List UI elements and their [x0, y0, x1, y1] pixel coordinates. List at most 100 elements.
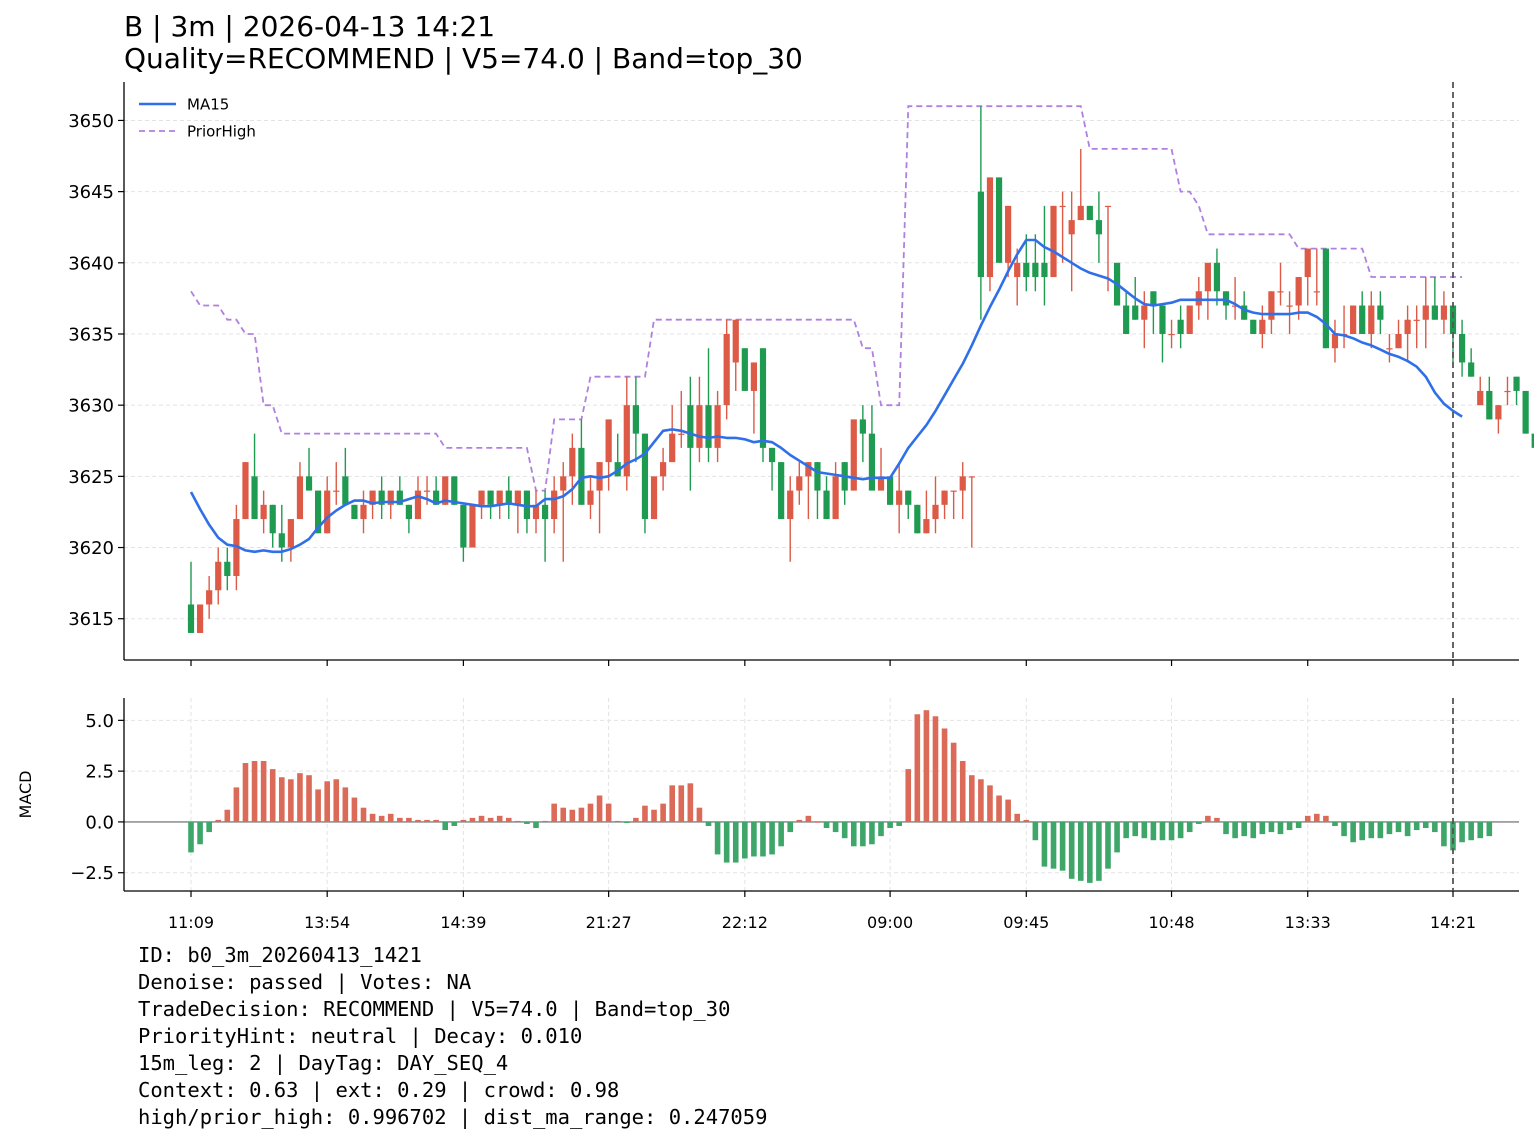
macd-bar	[1114, 821, 1120, 853]
candle	[650, 476, 658, 520]
macd-bar	[660, 803, 666, 822]
candle-body	[1168, 333, 1175, 336]
candle	[469, 504, 476, 548]
candle-body	[1195, 291, 1202, 306]
macd-bar	[1377, 821, 1384, 839]
macd-bar	[460, 819, 467, 822]
info-panel: ID: b0_3m_20260413_1421 Denoise: passed |…	[138, 942, 767, 1131]
candle	[206, 576, 213, 619]
candle-body	[251, 476, 258, 520]
candle	[1241, 291, 1248, 320]
candle	[1386, 333, 1393, 363]
candle-body	[1032, 262, 1039, 278]
macd-bar	[442, 821, 449, 831]
candle	[1286, 291, 1293, 334]
candle	[1222, 291, 1230, 320]
macd-bar	[333, 779, 340, 822]
candle-body	[405, 504, 412, 520]
candle	[1068, 191, 1075, 292]
macd-bar	[496, 815, 503, 822]
candle-body	[1513, 376, 1520, 391]
macd-bar	[387, 813, 394, 822]
candle	[196, 604, 204, 633]
price-grid	[124, 119, 1519, 620]
candle-body	[1186, 305, 1193, 334]
price-axes: 3615 3620 3625 3630 3635 3640 3645 3650	[68, 82, 1519, 666]
candle	[832, 462, 839, 520]
macd-bar	[1205, 815, 1211, 822]
candle	[269, 504, 276, 548]
macd-bar	[696, 807, 703, 822]
macd-bar	[832, 821, 839, 833]
macd-bar	[1005, 799, 1011, 822]
macd-bar	[1304, 815, 1311, 822]
candle	[1104, 205, 1112, 292]
candle	[1340, 305, 1348, 349]
candle	[587, 476, 594, 520]
candle	[1413, 305, 1420, 349]
info-line: PriorityHint: neutral | Decay: 0.010	[138, 1024, 583, 1048]
candle-body	[215, 561, 222, 591]
macd-bar	[878, 821, 884, 837]
y-axis-label: MACD	[16, 771, 35, 819]
macd-bar	[769, 821, 775, 855]
candle	[750, 362, 758, 434]
candle-body	[959, 476, 966, 491]
chart-title: B | 3m | 2026-04-13 14:21	[124, 10, 496, 43]
macd-bar	[1168, 821, 1175, 841]
macd-bar	[1023, 819, 1030, 822]
candle-body	[669, 433, 676, 463]
candle	[305, 447, 313, 491]
candle	[787, 476, 794, 562]
candle-body	[1286, 305, 1293, 307]
candle-body	[242, 462, 249, 520]
macd-bar	[687, 783, 694, 822]
macd-bar	[760, 821, 766, 857]
candle	[1195, 277, 1202, 320]
candle-body	[1077, 205, 1084, 221]
macd-bar	[1132, 821, 1139, 837]
candle	[1458, 319, 1466, 377]
candle-body	[859, 419, 866, 434]
candle-body	[977, 191, 984, 278]
candle	[596, 462, 603, 534]
macd-bar	[978, 779, 984, 822]
candle-body	[1377, 305, 1384, 320]
candle	[1504, 376, 1511, 406]
macd-bar	[1186, 821, 1193, 833]
macd-bar	[1350, 821, 1356, 843]
macd-bar	[1332, 821, 1338, 826]
candle	[886, 476, 894, 505]
candle-body	[696, 405, 703, 448]
candle-body	[1023, 262, 1030, 278]
macd-bar	[1150, 821, 1157, 841]
candle	[995, 177, 1003, 263]
info-line: Context: 0.63 | ext: 0.29 | crowd: 0.98	[138, 1078, 620, 1102]
macd-bar	[669, 785, 675, 822]
macd-bar	[306, 775, 312, 822]
macd-bar	[950, 742, 957, 822]
candle-body	[1104, 205, 1112, 208]
candle	[287, 519, 294, 562]
macd-bar	[233, 787, 240, 822]
candle-body	[678, 433, 685, 435]
macd-bar	[1259, 821, 1266, 835]
candle-body	[315, 490, 322, 534]
y-tick-label: 3645	[68, 182, 114, 203]
macd-bar	[1250, 821, 1257, 839]
macd-bar	[1177, 821, 1184, 839]
candle-body	[623, 405, 630, 477]
candle-body	[196, 604, 204, 633]
candle-body	[569, 447, 576, 477]
candle-body	[1477, 390, 1484, 406]
macd-bar	[714, 821, 721, 855]
candle	[950, 490, 957, 520]
candle-body	[914, 504, 921, 534]
macd-bar	[1077, 821, 1084, 881]
candle	[896, 462, 903, 534]
macd-bar	[1359, 821, 1366, 841]
candle-body	[296, 476, 304, 520]
macd-bar	[841, 821, 848, 839]
macd-bar	[823, 821, 830, 829]
candle	[632, 376, 639, 463]
